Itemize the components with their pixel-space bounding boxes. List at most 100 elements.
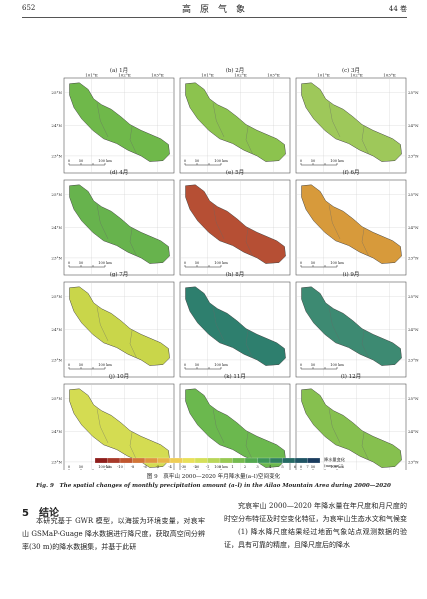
region-shape [301,184,402,264]
lat-tick-label: 23°N [51,357,62,362]
scale-label: 0 [300,159,303,163]
scale-label: 100 km [98,363,112,367]
scale-label: 50 [79,363,84,367]
legend-tick-label: -2 [193,465,197,469]
map-panel-4: (d) 4月 0 50 100 km 25°N 24°N 23°N [51,169,175,276]
panel-label: (h) 8月 [226,271,245,278]
lon-tick-label: 103°E [267,73,280,78]
legend-tick-label: 6 [294,465,297,469]
county-border [245,329,253,359]
scale-label: 0 [68,363,71,367]
county-border [129,329,137,359]
panel-label: (c) 3月 [342,67,360,74]
legend-swatch [194,457,208,464]
legend-swatch [157,457,171,464]
lat-tick-label: 24°N [51,123,62,128]
lat-tick-label: 24°N [408,123,419,128]
map-panel-8: (h) 8月 0 50 100 km [179,271,291,378]
map-panel-6: (f) 6月 0 50 100 km 25°N 24°N 23°N [295,169,419,276]
scale-label: 50 [311,465,316,469]
lat-tick-label: 25°N [408,90,419,95]
legend-tick-label: 0 [219,465,222,469]
legend-title: 降水量变化 [324,456,346,463]
legend-swatch [144,457,158,464]
journal-title: 高 原 气 象 [181,5,245,15]
lon-tick-label: 103°E [151,73,164,78]
lon-tick-label: 102°E [118,73,131,78]
lat-tick-label: 24°N [51,327,62,332]
scale-label: 100 km [330,261,344,265]
county-border [245,125,253,155]
county-border [361,227,369,257]
legend-swatch [119,457,133,464]
scale-label: 100 km [214,159,228,163]
legend-swatch [219,457,233,464]
scale-label: 100 km [214,465,228,469]
scale-label: 0 [184,465,187,469]
scale-label: 100 km [98,159,112,163]
panel-label: (b) 2月 [226,67,245,74]
region-shape [69,184,170,264]
map-panel-3: (c) 3月 0 50 100 km 25°N 24°N 23°N 101°E 102°E 103… [295,67,419,174]
legend-swatch [282,457,296,464]
legend-swatch [107,457,121,464]
legend-swatch [94,457,108,464]
county-border [129,125,137,155]
county-border [96,306,109,341]
lat-tick-label: 24°N [51,225,62,230]
lat-tick-label: 25°N [51,396,62,401]
lon-tick-label: 103°E [383,73,396,78]
scale-label: 0 [300,363,303,367]
county-border [129,227,137,257]
lat-tick-label: 25°N [51,294,62,299]
scale-label: 50 [79,159,84,163]
scale-label: 0 [68,261,71,265]
legend-tick-label: -12 [105,465,111,469]
map-panel-9: (i) 9月 0 50 100 km 25°N 24°N 23°N [295,271,419,378]
county-border [96,204,109,239]
scale-label: 0 [184,159,187,163]
region-shape [301,388,402,468]
legend-swatch [232,457,246,464]
region-shape [69,388,170,468]
lat-tick-label: 24°N [408,225,419,230]
scale-label: 100 km [214,363,228,367]
figure-caption-cn: 图 9 哀牢山 2000—2020 年月降水量(a–l)空间变化 [146,474,281,480]
scale-label: 0 [300,261,303,265]
legend-swatch [244,457,258,464]
map-panel-2: (b) 2月 0 50 100 km 101°E 102°E 103°E [179,67,291,174]
lat-tick-label: 24°N [408,429,419,434]
county-border [361,431,369,461]
scale-label: 0 [300,465,303,469]
scale-label: 50 [311,261,316,265]
legend-tick-label: -6 [143,465,147,469]
panel-label: (i) 9月 [343,271,360,278]
legend: -12 -10 -8 -6 -5 -4 -3 -2 -1 0 1 2 3 4 5 6 7降水量变化(mm·aa⁻… [94,456,346,469]
scale-label: 100 km [330,363,344,367]
region-shape [301,82,402,162]
lon-tick-label: 102°E [350,73,363,78]
county-border [328,204,341,239]
scale-label: 50 [195,465,200,469]
scale-label: 100 km [214,261,228,265]
figure-caption-en: Fig. 9 The spatial changes of monthly pr… [36,483,391,489]
lat-tick-label: 23°N [51,255,62,260]
region-shape [185,184,286,264]
county-border [245,227,253,257]
map-panel-5: (e) 5月 0 50 100 km [179,169,291,276]
scale-label: 50 [79,261,84,265]
county-border [212,102,225,137]
county-border [328,306,341,341]
legend-swatch [182,457,196,464]
county-border [328,408,341,443]
section-heading: 5 结论 [22,508,59,519]
lon-tick-label: 102°E [234,73,247,78]
region-shape [185,82,286,162]
panel-label: (f) 6月 [342,169,359,176]
lat-tick-label: 25°N [408,192,419,197]
volume-number: 44 卷 [388,5,407,13]
lon-tick-label: 101°E [85,73,98,78]
